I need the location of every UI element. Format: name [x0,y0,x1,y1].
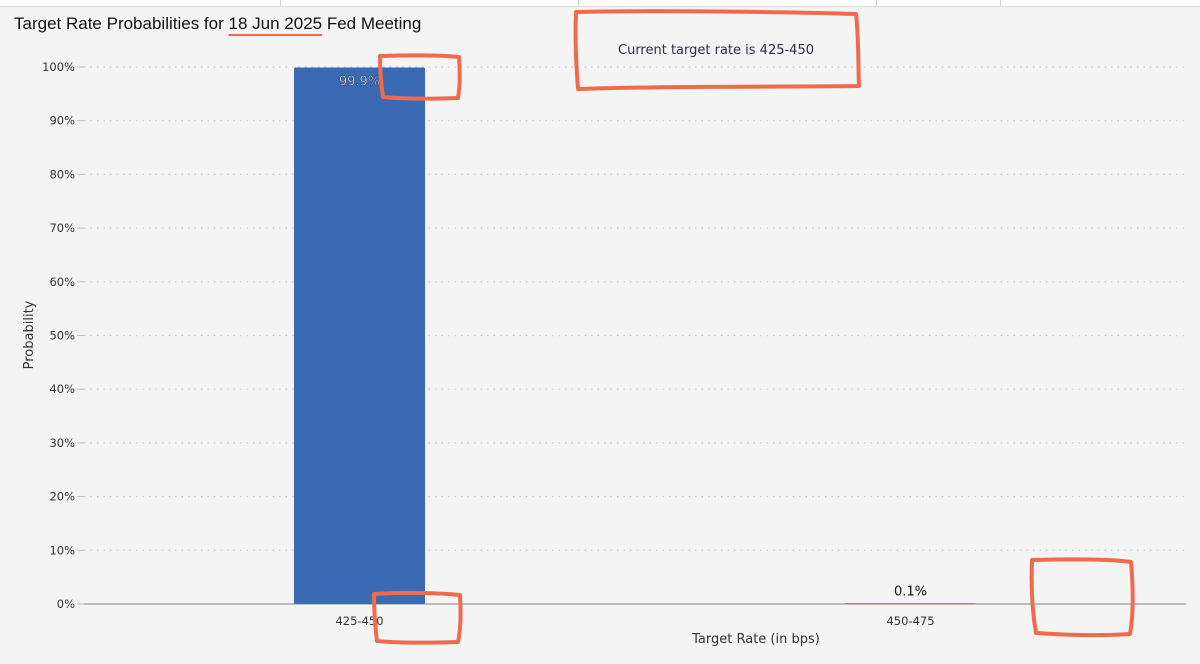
strip-divider [1000,0,1001,6]
y-tick-label: 60% [49,275,75,289]
current-rate-annotation: Current target rate is 425-450 [618,43,814,58]
y-tick-label: 30% [49,436,75,450]
y-tick-label: 90% [49,114,75,128]
data-labels: 99.9% 0.1% [339,74,927,599]
strip-divider [578,0,579,6]
top-label-highlight-box [378,53,462,101]
y-tick-label: 80% [49,167,75,181]
annotation-highlight-box [573,9,861,91]
y-tick-label: 50% [49,329,75,343]
strip-divider [876,0,877,6]
bar-425-450[interactable] [294,67,425,605]
title-date: 18 Jun 2025 [228,14,323,33]
y-tick-label: 70% [49,221,75,235]
data-label: 99.9% [339,75,380,90]
y-axis-title: Probability [22,300,37,369]
title-suffix: Fed Meeting [326,14,422,33]
y-tick-label: 0% [57,597,75,611]
top-strip [0,0,1200,7]
small-bar-highlight-box [1029,557,1135,638]
x-tick-label: 450-475 [886,614,934,628]
x-tick-label: 425-450 [335,614,383,628]
x-label-highlight-box [372,590,463,645]
y-tick-label: 100% [42,60,75,74]
x-axis-title: Target Rate (in bps) [691,632,820,647]
gridlines [77,66,1186,605]
strip-divider [280,0,281,6]
y-tick-label: 20% [49,490,75,504]
bar-450-475[interactable] [845,603,976,604]
bars [294,67,976,605]
chart-title: Target Rate Probabilities for 18 Jun 202… [14,14,421,34]
y-tick-label: 40% [49,382,75,396]
title-prefix: Target Rate Probabilities for [14,14,224,33]
x-tick-labels: 425-450 450-475 [335,614,934,628]
y-tick-label: 10% [49,543,75,557]
y-tick-labels: 0% 10% 20% 30% 40% 50% 60% 70% 80% 90% 100% [42,60,75,611]
data-label: 0.1% [894,584,927,599]
highlight-marks [372,9,1135,645]
